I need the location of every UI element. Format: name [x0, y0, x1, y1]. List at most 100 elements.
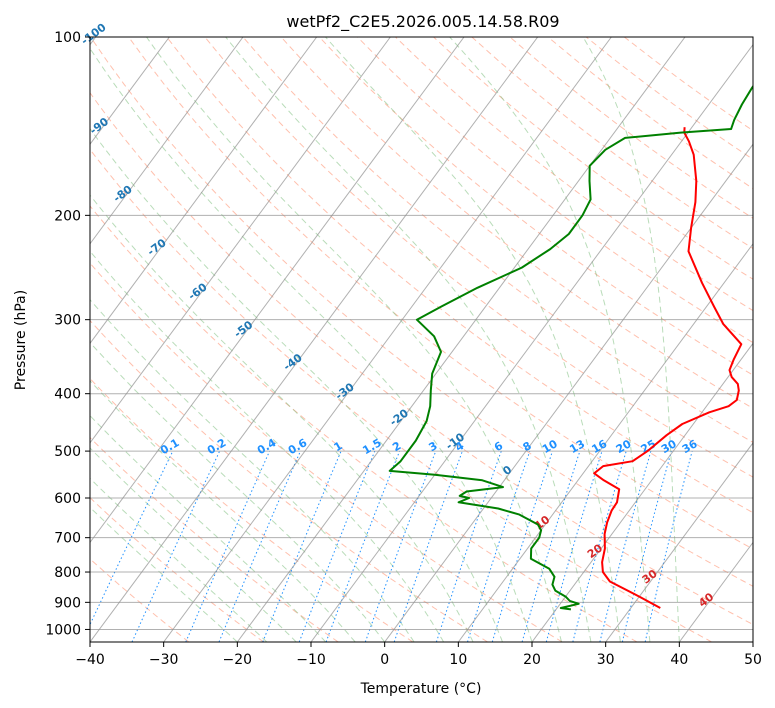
mixing-ratio-line — [185, 450, 271, 642]
mixing-ratio-label: 20 — [614, 437, 634, 456]
y-tick-label: 1000 — [45, 622, 81, 638]
mixing-ratio-line — [621, 450, 672, 642]
mixing-ratio-label: 36 — [680, 437, 700, 456]
y-tick-label: 900 — [54, 595, 81, 611]
moist-adiabat-line — [90, 414, 327, 642]
isotherm-label: 40 — [696, 590, 716, 610]
series-layer — [388, 84, 753, 611]
chart-title: wetPf2_C2E5.2026.005.14.58.R09 — [286, 12, 559, 32]
isotherm-label: -90 — [87, 115, 111, 137]
dry-adiabat-line — [166, 37, 753, 514]
isotherm-line — [90, 37, 539, 642]
mixing-ratio-line — [262, 450, 342, 642]
x-axis: −40 −30 −20 −10 0 10 20 30 40 50 — [75, 642, 762, 668]
isotherm-line — [90, 37, 244, 245]
y-tick-label: 300 — [54, 313, 81, 329]
isotherm-label: 30 — [640, 567, 660, 587]
mixing-ratio-line — [599, 450, 652, 642]
plot-frame — [89, 36, 754, 643]
mixing-ratio-label: 0.1 — [158, 436, 181, 457]
isotherm-label: 0 — [500, 463, 514, 478]
x-tick-label: −40 — [75, 652, 105, 668]
temperature-profile — [593, 127, 743, 609]
isotherm-label: -100 — [79, 21, 109, 48]
x-tick-label: −20 — [223, 652, 253, 668]
mixing-ratio-label: 25 — [639, 437, 659, 456]
moist-adiabat-line — [90, 477, 268, 642]
moist-adiabat-line — [90, 250, 445, 642]
mixing-ratio-line — [435, 450, 502, 642]
moist-adiabat-line — [90, 127, 503, 642]
moist-adiabat-line — [325, 37, 621, 642]
mixing-ratio-line — [572, 450, 627, 642]
isotherm-label: -80 — [111, 183, 135, 205]
moist-adiabat-line — [90, 194, 474, 642]
y-tick-label: 200 — [54, 208, 81, 224]
mixing-ratio-label: 8 — [521, 439, 534, 454]
y-axis-label: Pressure (hPa) — [13, 290, 29, 390]
moist-adiabat-line — [90, 47, 533, 642]
mixing-ratio-label: 16 — [590, 437, 610, 456]
y-tick-label: 400 — [54, 387, 81, 403]
moist-adiabat-line — [90, 380, 356, 642]
dry-adiabat-line — [471, 37, 753, 250]
mixing-ratio-line — [298, 450, 376, 642]
x-axis-label: Temperature (°C) — [360, 681, 482, 697]
y-tick-label: 700 — [54, 531, 81, 547]
x-tick-label: 40 — [670, 652, 688, 668]
moist-adiabat-line — [582, 37, 680, 642]
mixing-ratio-label: 10 — [540, 437, 560, 456]
isotherm-label: -20 — [387, 406, 411, 428]
dry-adiabat-line — [128, 37, 753, 550]
moist-adiabat-line — [225, 37, 592, 642]
isotherm-line — [90, 37, 170, 146]
isotherm-line — [457, 242, 753, 642]
moist-adiabat-line — [90, 447, 297, 642]
mixing-ratio-label: 0.2 — [205, 436, 228, 457]
mixing-ratio-line — [491, 450, 553, 642]
x-tick-label: 50 — [744, 652, 762, 668]
mixing-ratio-label: 13 — [567, 437, 587, 456]
isotherm-line — [90, 37, 465, 544]
mixing-ratio-label: 0.6 — [286, 436, 310, 457]
mixing-ratio-line — [521, 450, 581, 642]
isotherm-line — [531, 342, 753, 642]
dry-adiabat-line — [90, 262, 563, 642]
mixing-ratio-line — [545, 450, 603, 642]
mixing-ratio-line — [90, 450, 174, 626]
dewpoint-profile — [388, 84, 753, 611]
dry-adiabat-line — [318, 37, 753, 376]
x-tick-label: 0 — [380, 652, 389, 668]
dry-adiabat-line — [90, 148, 712, 642]
x-tick-label: 10 — [449, 652, 467, 668]
mixing-ratio-line — [393, 450, 463, 642]
dry-adiabat-line — [90, 205, 638, 642]
moist-adiabat-line — [90, 506, 238, 642]
isotherm-line — [752, 641, 753, 642]
isotherm-line — [236, 37, 686, 642]
dry-adiabat-line — [547, 37, 753, 190]
moist-adiabat-line — [90, 299, 415, 642]
isotherm-line — [678, 541, 753, 642]
dry-adiabat-line — [90, 436, 339, 642]
dry-adiabat-line — [623, 37, 753, 132]
dry-adiabat-line — [90, 319, 488, 642]
dry-adiabat-line — [280, 37, 753, 409]
dry-adiabat-line — [90, 377, 414, 642]
isotherm-label: -50 — [232, 318, 256, 340]
dry-adiabat-line — [90, 91, 753, 626]
y-tick-label: 100 — [54, 30, 81, 46]
mixing-ratio-label: 1.5 — [360, 436, 383, 457]
isotherm-label: -30 — [333, 380, 357, 402]
mixing-ratio-line — [325, 450, 401, 642]
x-tick-label: −30 — [149, 652, 179, 668]
moist-adiabat-line — [146, 37, 562, 642]
mixing-ratio-label: 2 — [390, 439, 403, 454]
y-tick-label: 600 — [54, 491, 81, 507]
y-axis: 100 200 300 400 500 600 700 800 900 1000 — [45, 30, 90, 638]
moist-adiabat-line — [449, 37, 651, 642]
isotherm-label: -60 — [186, 280, 210, 302]
y-tick-label: 500 — [54, 444, 81, 460]
